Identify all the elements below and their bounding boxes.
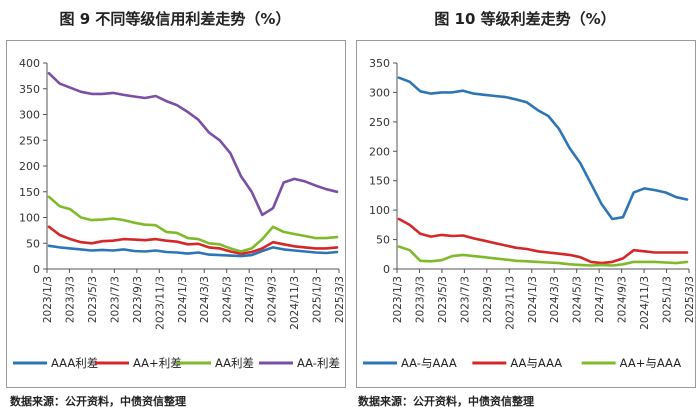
chart-panel-right: 0 50 100 150 200 250 300 350 2023/1/3 2023/3/3 202… [356,40,696,388]
x-tick-label: 2024/9/3 [617,276,629,323]
y-tick-label: 50 [376,234,390,247]
y-tick-label: 350 [369,57,390,70]
x-tick-label: 2023/3/3 [414,276,426,323]
x-tick-label: 2025/3/3 [684,276,695,323]
legend-label-aaplusminus-vsminus-aaa: AA+与AAA [620,356,682,370]
y-tick-label: 250 [369,116,390,129]
y-tick-label: 250 [19,134,40,147]
y-tick-label: 400 [19,57,40,70]
source-note-right: 数据来源：公开资料，中债资信整理 [358,395,534,408]
x-tick-label: 2024/7/3 [244,276,256,323]
chart-title-right: 图 10 等级利差走势（%） [434,10,616,28]
y-tick-label: 50 [26,237,40,250]
y-tick-label: 100 [19,212,40,225]
x-tick-label: 2025/3/3 [334,276,345,323]
legend-label-aaplusminus-spread: AA+利差 [133,356,182,370]
series-line-aaplusminus-spread [47,225,339,255]
y-tick-label: 150 [369,175,390,188]
series-line-aaminus-vsminus-aaa [397,217,689,265]
y-tick-label: 350 [19,83,40,96]
series-line-aaminus-minus-vsminus-aaa [397,76,689,221]
x-tick-label: 2023/3/3 [64,276,76,323]
legend-label-aaminus-minus-vsminus-aaa: AA-与AAA [401,356,457,370]
y-tick-label: 100 [369,204,390,217]
series-line-aaminus-spread [47,195,339,253]
series-line-aaminus-minus-spread [47,71,339,217]
x-tick-label: 2024/3/3 [549,276,561,323]
y-tick-label: 200 [19,160,40,173]
x-tick-label: 2024/1/3 [177,276,189,323]
x-tick-label: 2025/1/3 [662,276,674,323]
x-tick-label: 2024/11/3 [639,276,651,330]
legend-label-aaminus-spread: AA利差 [215,356,254,370]
legend-label-aaminus-vsminus-aaa: AA与AAA [510,356,562,370]
x-tick-label: 2024/7/3 [594,276,606,323]
x-tick-label: 2023/5/3 [87,276,99,323]
x-tick-label: 2024/3/3 [199,276,211,323]
x-tick-label: 2023/9/3 [132,276,144,323]
source-note-left: 数据来源：公开资料，中债资信整理 [10,395,186,408]
x-tick-label: 2023/11/3 [504,276,516,330]
x-tick-label: 2023/7/3 [109,276,121,323]
y-tick-label: 200 [369,145,390,158]
x-tick-label: 2023/1/3 [392,276,404,323]
credit-spread-chart: 0 50 100 150 200 250 300 350 400 2023/1/3 2023/3/3… [13,57,345,370]
x-tick-label: 2025/1/3 [312,276,324,323]
grade-spread-chart: 0 50 100 150 200 250 300 350 2023/1/3 2023/3/3 202… [363,57,695,370]
series-line-aaaminus-spread [47,244,339,258]
y-tick-label: 150 [19,186,40,199]
x-tick-label: 2023/5/3 [437,276,449,323]
x-tick-label: 2023/7/3 [459,276,471,323]
x-tick-label: 2023/11/3 [154,276,166,330]
chart-title-left: 图 9 不同等级信用利差走势（%） [59,10,291,28]
y-tick-label: 300 [369,86,390,99]
legend-label-aaminus-minus-spread: AA-利差 [297,356,340,370]
x-tick-label: 2023/1/3 [42,276,54,323]
y-tick-label: 0 [33,263,40,276]
x-tick-label: 2024/1/3 [527,276,539,323]
y-tick-label: 0 [383,263,390,276]
chart-panel-left: 0 50 100 150 200 250 300 350 400 2023/1/3 2023/3/3… [6,40,346,388]
x-tick-label: 2024/5/3 [572,276,584,323]
x-tick-label: 2024/11/3 [289,276,301,330]
x-tick-label: 2024/5/3 [222,276,234,323]
series-line-aaplusminus-vsminus-aaa [397,245,689,267]
x-tick-label: 2024/9/3 [267,276,279,323]
x-tick-label: 2023/9/3 [482,276,494,323]
legend-label-aaaminus-spread: AAA利差 [51,356,98,370]
y-tick-label: 300 [19,109,40,122]
